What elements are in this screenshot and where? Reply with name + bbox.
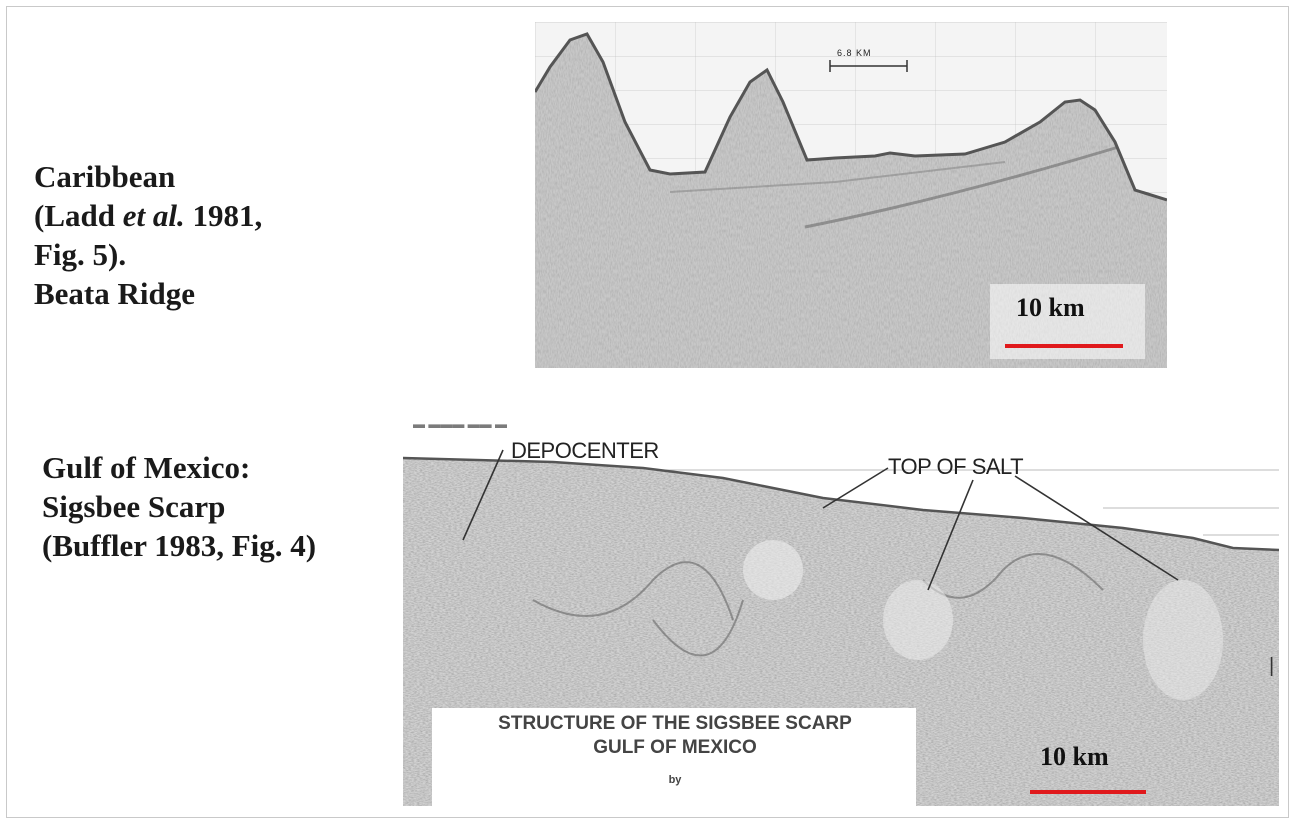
scale-bar-label: 10 km [1016,293,1085,322]
caption-gulf-of-mexico: Gulf of Mexico: Sigsbee Scarp (Buffler 1… [42,448,316,565]
caption-italic: et al. [122,198,185,233]
caption-line: Gulf of Mexico: [42,450,251,485]
figure-title-line: STRUCTURE OF THE SIGSBEE SCARP [498,713,852,734]
scale-bar-label: 10 km [1040,742,1109,771]
svg-text:|: | [1269,655,1274,677]
caption-line: Beata Ridge [34,276,196,311]
figure-title-line: GULF OF MEXICO [593,737,757,758]
caption-text: (Ladd [34,198,123,233]
seismic-profile-beata-ridge [535,22,1167,368]
scale-bar [1030,790,1146,794]
scale-marker [829,60,908,72]
annotation-depocenter: DEPOCENTER [511,438,659,463]
figure-title-line: by [668,774,682,786]
figure-title-box [432,708,916,806]
annotation-top-of-salt: TOP OF SALT [888,454,1024,479]
caption-line: Sigsbee Scarp [42,489,226,524]
caption-line: Caribbean [34,159,176,194]
caption-line: Fig. 5). [34,237,127,272]
caption-text: 1981, [184,198,263,233]
annotation-leaders [462,449,1179,591]
caption-line: (Buffler 1983, Fig. 4) [42,528,317,563]
caption-caribbean: Caribbean (Ladd et al. 1981, Fig. 5). Be… [34,157,262,313]
caption-line: (Ladd et al. 1981, [34,196,262,235]
svg-text:▬ ▬▬▬ ▬▬ ▬: ▬ ▬▬▬ ▬▬ ▬ [413,420,507,431]
scale-bar [1005,344,1123,348]
scale-annotation: 6.8 KM [837,48,872,58]
